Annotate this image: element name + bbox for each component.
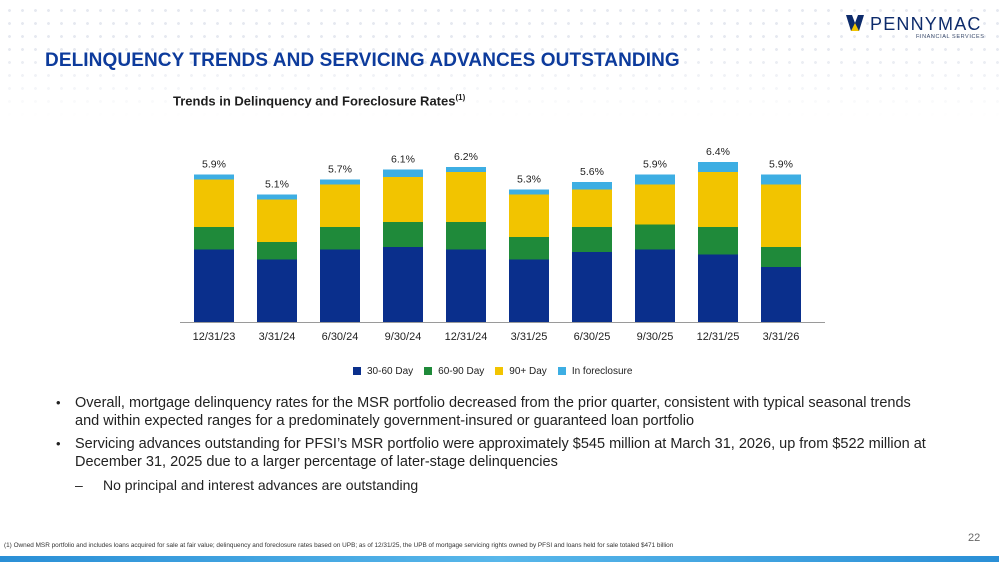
x-tick-label: 3/31/25	[511, 331, 548, 343]
chart-legend: 30-60 Day 60-90 Day 90+ Day In foreclosure	[353, 364, 632, 378]
bar-segment-30-60-day	[635, 249, 675, 322]
bar-segment-30-60-day	[761, 267, 801, 322]
bar-segment-90-day	[446, 172, 486, 222]
bar-segment-90-day	[572, 189, 612, 227]
bar-segment-60-90-day	[698, 227, 738, 255]
legend-swatch	[424, 367, 433, 375]
sub-bullet-dash: –	[75, 477, 83, 493]
logo-name: PENNYMAC	[870, 14, 982, 34]
bar-segment-in-foreclosure	[257, 194, 297, 200]
legend-item: 30-60 Day	[353, 366, 413, 377]
bullet-list: • Overall, mortgage delinquency rates fo…	[53, 394, 933, 494]
bar-total-label: 5.7%	[328, 164, 352, 176]
delinquency-bar-chart: 5.9% 12/31/23 5.1% 3/31/24 5.7% 6/30/24 6.1% 9/…	[180, 146, 825, 343]
bar-segment-30-60-day	[320, 249, 360, 322]
x-tick-label: 3/31/24	[259, 331, 296, 343]
bar-segment-in-foreclosure	[761, 174, 801, 185]
logo-subtitle: FINANCIAL SERVICES	[916, 34, 985, 40]
bar-segment-60-90-day	[320, 227, 360, 250]
bar-segment-in-foreclosure	[572, 182, 612, 190]
bar-total-label: 5.6%	[580, 166, 604, 178]
x-tick-label: 12/31/24	[445, 331, 488, 343]
legend-item: In foreclosure	[557, 365, 633, 377]
bar-segment-in-foreclosure	[698, 162, 738, 172]
chart-title-footnote-ref: (1)	[455, 93, 466, 102]
dot-pattern-fade	[0, 0, 999, 118]
bar-segment-90-day	[194, 179, 234, 227]
bar-total-label: 5.9%	[643, 159, 667, 171]
legend-label: 90+ Day	[509, 365, 547, 377]
legend-swatch	[353, 367, 361, 375]
x-tick-label: 6/30/24	[322, 331, 359, 343]
bar-segment-30-60-day	[509, 259, 549, 322]
bar-segment-90-day	[635, 184, 675, 225]
bar-total-label: 5.9%	[769, 159, 793, 171]
bullet-item: • Servicing advances outstanding for PFS…	[53, 435, 933, 471]
bar-segment-in-foreclosure	[509, 189, 549, 195]
bar-segment-60-90-day	[257, 242, 297, 260]
pennymac-logo: PENNYMAC FINANCIAL SERVICES	[846, 14, 996, 42]
bar-total-label: 6.2%	[454, 151, 478, 163]
bar-segment-in-foreclosure	[635, 174, 675, 185]
bar-total-label: 6.1%	[391, 154, 415, 166]
bar-segment-30-60-day	[194, 249, 234, 322]
x-tick-label: 6/30/25	[574, 331, 611, 343]
chart-title: Trends in Delinquency and Foreclosure Ra…	[173, 93, 465, 108]
legend-swatch	[495, 367, 504, 375]
legend-label: 60-90 Day	[438, 365, 485, 377]
x-tick-label: 3/31/26	[763, 331, 800, 343]
bar-segment-in-foreclosure	[320, 179, 360, 185]
bar-segment-60-90-day	[635, 224, 675, 250]
bar-segment-60-90-day	[509, 237, 549, 260]
bar-segment-30-60-day	[383, 247, 423, 322]
bar-segment-60-90-day	[446, 222, 486, 250]
bar-total-label: 5.3%	[517, 174, 541, 186]
legend-item: 90+ Day	[495, 366, 547, 377]
x-tick-label: 9/30/25	[637, 331, 674, 343]
bar-segment-90-day	[383, 177, 423, 222]
bar-segment-90-day	[257, 199, 297, 242]
legend-item: 60-90 Day	[424, 366, 484, 377]
pennymac-logo-icon	[846, 15, 864, 31]
footnote: (1) Owned MSR portfolio and includes loa…	[4, 542, 674, 549]
bar-segment-in-foreclosure	[194, 174, 234, 180]
bar-segment-60-90-day	[761, 247, 801, 267]
x-tick-label: 12/31/23	[193, 331, 236, 343]
bar-total-label: 6.4%	[706, 146, 730, 158]
bar-segment-60-90-day	[383, 222, 423, 247]
page-number: 22	[968, 532, 981, 544]
bullet-dot: •	[56, 436, 61, 451]
bar-segment-30-60-day	[257, 259, 297, 322]
bullet-dot: •	[56, 395, 61, 410]
bar-segment-90-day	[761, 184, 801, 247]
page-title: DELINQUENCY TRENDS AND SERVICING ADVANCE…	[45, 50, 680, 71]
x-tick-label: 12/31/25	[697, 331, 740, 343]
bar-total-label: 5.9%	[202, 159, 226, 171]
bar-segment-30-60-day	[698, 254, 738, 322]
bar-total-label: 5.1%	[265, 179, 289, 191]
x-tick-label: 9/30/24	[385, 331, 422, 343]
bar-segment-90-day	[698, 172, 738, 227]
bar-segment-in-foreclosure	[446, 167, 486, 172]
legend-label: In foreclosure	[571, 365, 633, 377]
bar-segment-in-foreclosure	[383, 169, 423, 177]
legend-label: 30-60 Day	[367, 365, 414, 377]
sub-bullet-item: – No principal and interest advances are…	[53, 476, 933, 494]
bar-segment-60-90-day	[572, 227, 612, 252]
legend-swatch	[557, 367, 566, 375]
bar-segment-60-90-day	[194, 227, 234, 250]
bar-segment-30-60-day	[446, 249, 486, 322]
bottom-accent-bar	[0, 556, 999, 562]
bar-segment-90-day	[320, 184, 360, 227]
bullet-text: Servicing advances outstanding for PFSI’…	[75, 436, 926, 470]
bar-segment-90-day	[509, 194, 549, 237]
bullet-item: • Overall, mortgage delinquency rates fo…	[53, 394, 933, 430]
bar-segment-30-60-day	[572, 252, 612, 322]
chart-title-text: Trends in Delinquency and Foreclosure Ra…	[173, 93, 456, 109]
bullet-text: Overall, mortgage delinquency rates for …	[75, 395, 911, 429]
sub-bullet-text: No principal and interest advances are o…	[103, 477, 419, 493]
